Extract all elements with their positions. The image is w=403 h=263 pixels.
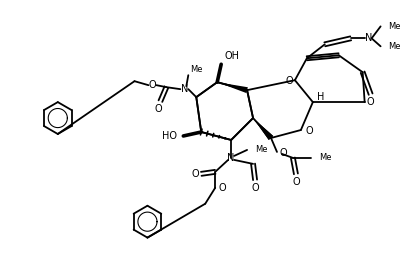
Text: N: N — [181, 84, 188, 94]
Text: HO: HO — [162, 131, 177, 141]
Text: O: O — [306, 126, 314, 136]
Text: N: N — [227, 153, 235, 163]
Text: O: O — [367, 97, 374, 107]
Polygon shape — [217, 82, 248, 93]
Text: Me: Me — [319, 153, 331, 163]
Text: Me: Me — [388, 22, 401, 31]
Text: O: O — [251, 183, 259, 193]
Text: O: O — [218, 183, 226, 193]
Text: O: O — [149, 80, 156, 90]
Text: O: O — [292, 177, 300, 187]
Text: N: N — [365, 33, 372, 43]
Text: O: O — [280, 148, 288, 158]
Text: OH: OH — [224, 51, 239, 61]
Text: Me: Me — [388, 42, 401, 51]
Text: O: O — [285, 76, 293, 86]
Polygon shape — [253, 118, 273, 140]
Text: O: O — [155, 104, 162, 114]
Polygon shape — [253, 118, 273, 140]
Text: O: O — [191, 169, 199, 179]
Text: Me: Me — [255, 145, 268, 154]
Text: Me: Me — [190, 65, 203, 74]
Text: H: H — [317, 92, 324, 102]
